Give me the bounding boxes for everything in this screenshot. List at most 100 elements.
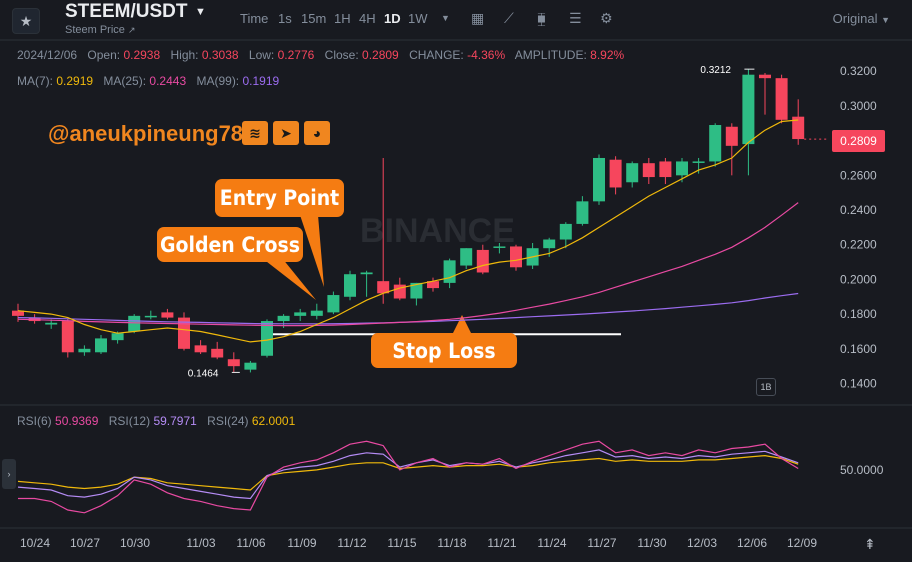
- entry-point-pointer: [300, 215, 324, 287]
- candle-body: [493, 246, 506, 248]
- candle-body: [460, 248, 473, 266]
- rsi12-value: 59.7971: [153, 414, 197, 428]
- rsi6-value: 50.9369: [55, 414, 99, 428]
- candle-body: [393, 284, 406, 299]
- rsi12-label: RSI(12): [108, 414, 151, 428]
- ma99-label: MA(99):: [196, 74, 240, 88]
- timeframe-1d[interactable]: 1D: [384, 11, 401, 26]
- ma25-value: 0.2443: [149, 74, 187, 88]
- candle-body: [676, 161, 688, 176]
- candle-body: [344, 274, 356, 297]
- telegram-icon: ➤: [273, 121, 299, 145]
- low-value: 0.2776: [277, 48, 315, 62]
- candle-body: [78, 348, 91, 353]
- ma25-line: [17, 202, 799, 327]
- open-value: 0.2938: [123, 48, 161, 62]
- candle-body: [476, 249, 489, 273]
- subtitle-text: Steem Price: [65, 24, 125, 36]
- x-tick-label: 11/09: [287, 536, 316, 550]
- candle-body: [709, 125, 722, 162]
- candle-body: [12, 310, 24, 316]
- rsi6-line: [18, 440, 799, 514]
- timeframe-1w[interactable]: 1W: [408, 11, 428, 26]
- steem-logo-icon: ≋: [242, 121, 268, 145]
- panel-collapse-handle[interactable]: ›: [2, 459, 16, 489]
- rsi24-value: 62.0001: [251, 414, 296, 428]
- candle-body: [310, 310, 323, 316]
- candle-body: [261, 321, 273, 356]
- candle-body: [543, 239, 556, 249]
- amplitude-label: AMPLITUDE:: [514, 48, 587, 62]
- author-watermark: @aneukpineung78: [48, 121, 244, 146]
- change-value: -4.36%: [467, 48, 506, 62]
- top-toolbar: ★ STEEM/USDT ▼ Steem Price ↗ Time 1s 15m…: [0, 0, 912, 40]
- x-tick-label: 10/30: [120, 536, 150, 550]
- symbol-dropdown-caret-icon[interactable]: ▼: [195, 6, 206, 18]
- entry-point-callout: Entry Point: [215, 179, 344, 217]
- timeframe-time[interactable]: Time: [240, 11, 269, 26]
- candle-type-icon[interactable]: ⧯: [537, 10, 546, 26]
- y-tick-label: 0.2200: [840, 238, 877, 252]
- candle-body: [111, 333, 124, 341]
- external-link-icon: ↗: [127, 25, 136, 35]
- x-tick-label: 11/21: [487, 536, 516, 550]
- candle-body: [360, 272, 373, 275]
- candle-body: [427, 281, 439, 289]
- x-tick-label: 12/06: [737, 536, 767, 550]
- stop-loss-pointer: [452, 315, 472, 335]
- candle-body: [144, 315, 157, 318]
- candle-body: [593, 157, 605, 202]
- change-label: CHANGE:: [409, 48, 464, 62]
- candle-body: [128, 315, 141, 332]
- ma7-value: 0.2919: [56, 74, 94, 88]
- rsi24-line: [17, 454, 799, 491]
- high-value: 0.3038: [201, 48, 239, 62]
- exchange-watermark: BINANCE: [360, 212, 515, 250]
- candle-body: [327, 295, 340, 313]
- chart-mode-select[interactable]: Original ▼: [833, 11, 890, 26]
- candle-body: [410, 282, 423, 299]
- golden-cross-pointer: [262, 258, 316, 300]
- candle-body: [692, 161, 705, 163]
- high-marker-label: 0.3212: [700, 65, 731, 76]
- gear-icon[interactable]: ⚙: [600, 10, 613, 26]
- more-timeframes-chevron-icon[interactable]: ▼: [441, 13, 450, 23]
- candle-body: [510, 246, 522, 268]
- rsi-y-tick-label: 50.0000: [840, 463, 884, 477]
- stop-loss-callout: Stop Loss: [371, 333, 517, 368]
- layout-settings-icon[interactable]: ☰: [569, 10, 582, 26]
- candle-body: [759, 74, 771, 79]
- calendar-icon[interactable]: ▦: [471, 10, 485, 26]
- rsi-info-line: RSI(6) 50.9369 RSI(12) 59.7971 RSI(24) 6…: [17, 414, 302, 428]
- timeframe-1h[interactable]: 1H: [334, 11, 351, 26]
- x-tick-label: 11/12: [337, 536, 366, 550]
- y-tick-label: 0.1600: [840, 342, 877, 356]
- candle-body: [45, 322, 58, 325]
- x-tick-label: 11/06: [236, 536, 265, 550]
- low-marker-label: 0.1464: [188, 368, 219, 379]
- timeframe-15m[interactable]: 15m: [301, 11, 327, 26]
- indicators-icon[interactable]: ⟋: [504, 10, 514, 26]
- timeframe-1s[interactable]: 1s: [278, 11, 292, 26]
- timeframe-4h[interactable]: 4H: [359, 11, 376, 26]
- ma7-label: MA(7):: [17, 74, 53, 88]
- x-tick-label: 11/30: [637, 536, 666, 550]
- candle-body: [742, 74, 755, 145]
- rsi24-label: RSI(24): [207, 414, 249, 428]
- favorite-star-icon[interactable]: ★: [12, 8, 40, 34]
- rsi6-label: RSI(6): [17, 414, 52, 428]
- y-tick-label: 0.1800: [840, 307, 877, 321]
- symbol-subtitle[interactable]: Steem Price ↗: [65, 24, 136, 36]
- amplitude-value: 8.92%: [590, 48, 625, 62]
- axis-settings-icon[interactable]: ⇞: [864, 536, 876, 552]
- low-label: Low:: [248, 48, 275, 62]
- close-label: Close:: [324, 48, 359, 62]
- candle-body: [178, 317, 190, 349]
- candle-body: [642, 163, 655, 178]
- y-tick-label: 0.2400: [840, 203, 877, 217]
- chart-scale-toggle-icon[interactable]: 1B: [756, 378, 776, 396]
- ma-info-line: MA(7): 0.2919 MA(25): 0.2443 MA(99): 0.1…: [17, 74, 286, 88]
- candle-body: [95, 338, 107, 353]
- symbol-title[interactable]: STEEM/USDT: [65, 1, 188, 22]
